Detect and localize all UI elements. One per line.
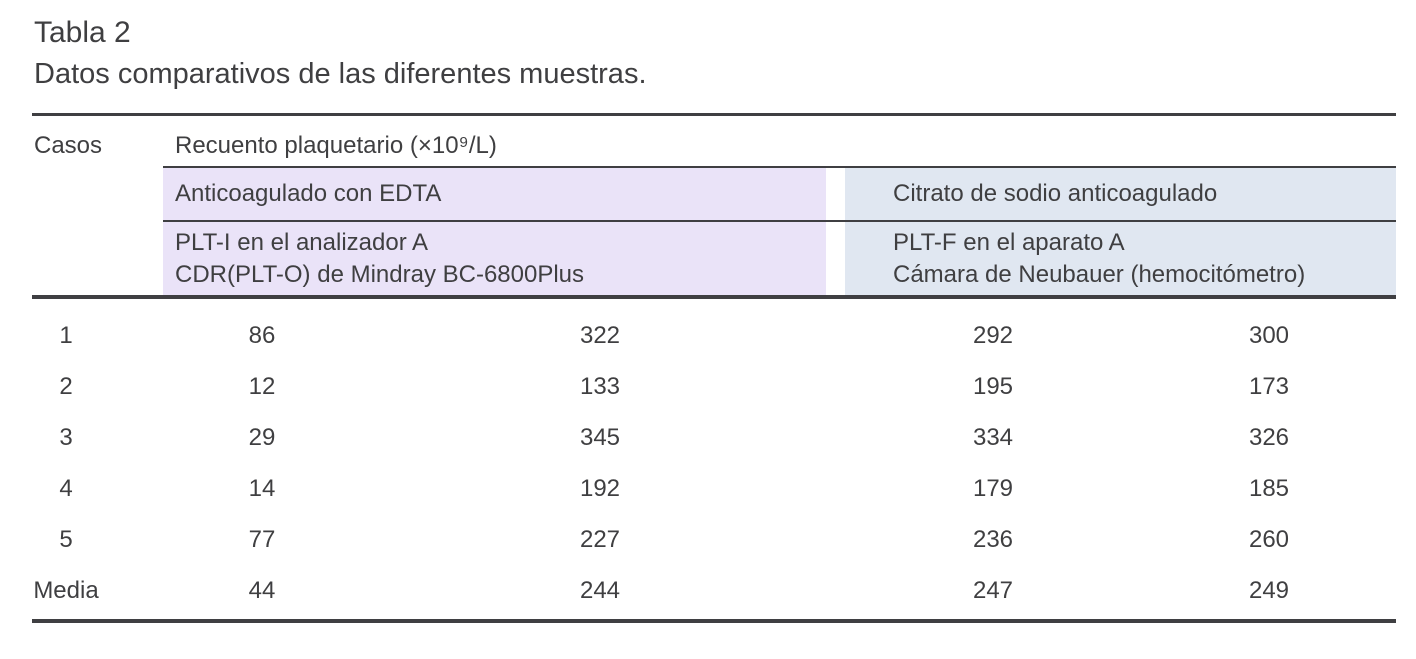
cell-citrato-plt-f: 195	[972, 373, 1014, 400]
table-row-media: Media 44 244 247 249	[0, 565, 1416, 616]
rule-above-data	[32, 295, 1396, 299]
table-row: 1 86 322 292 300	[0, 310, 1416, 361]
cell-edta-plt-i: 29	[248, 424, 276, 451]
table-row: 4 14 192 179 185	[0, 463, 1416, 514]
rule-top	[32, 113, 1396, 116]
table-row: 3 29 345 334 326	[0, 412, 1416, 463]
method-header-citrato: PLT-F en el aparato A Cámara de Neubauer…	[845, 222, 1396, 295]
cell-edta-cdr: 227	[579, 526, 621, 553]
cell-citrato-plt-f: 334	[972, 424, 1014, 451]
table-body: 1 86 322 292 300 2 12 133 195 173 3 29 3…	[0, 310, 1416, 616]
cell-citrato-plt-f: 236	[972, 526, 1014, 553]
cell-edta-plt-i: 86	[248, 322, 276, 349]
cell-edta-cdr: 345	[579, 424, 621, 451]
cell-caso: 2	[59, 373, 73, 400]
cell-caso-media: Media	[33, 577, 99, 604]
cell-caso: 4	[59, 475, 73, 502]
column-header-casos: Casos	[34, 132, 103, 159]
column-header-recuento-plaquetario: Recuento plaquetario (×10⁹/L)	[175, 132, 497, 159]
cell-citrato-plt-f: 179	[972, 475, 1014, 502]
cell-citrato-neubauer: 185	[1248, 475, 1290, 502]
method-header-edta-line2: CDR(PLT-O) de Mindray BC-6800Plus	[175, 261, 585, 288]
cell-caso: 5	[59, 526, 73, 553]
table-row: 2 12 133 195 173	[0, 361, 1416, 412]
method-header-edta: PLT-I en el analizador A CDR(PLT-O) de M…	[163, 222, 826, 295]
cell-citrato-plt-f: 247	[972, 577, 1014, 604]
table-row: 5 77 227 236 260	[0, 514, 1416, 565]
table-caption: Datos comparativos de las diferentes mue…	[34, 58, 647, 90]
cell-citrato-neubauer: 260	[1248, 526, 1290, 553]
group-header-edta-label: Anticoagulado con EDTA	[175, 180, 442, 207]
rule-between-group-rows	[163, 220, 1396, 222]
cell-edta-cdr: 192	[579, 475, 621, 502]
cell-caso: 1	[59, 322, 73, 349]
cell-citrato-plt-f: 292	[972, 322, 1014, 349]
cell-edta-plt-i: 12	[248, 373, 276, 400]
group-header-citrato: Citrato de sodio anticoagulado	[845, 168, 1396, 220]
method-header-edta-line1: PLT-I en el analizador A	[175, 229, 429, 256]
cell-edta-cdr: 133	[579, 373, 621, 400]
group-header-edta: Anticoagulado con EDTA	[163, 168, 826, 220]
cell-edta-cdr: 322	[579, 322, 621, 349]
cell-edta-plt-i: 44	[248, 577, 276, 604]
method-header-citrato-line1: PLT-F en el aparato A	[893, 229, 1125, 256]
cell-caso: 3	[59, 424, 73, 451]
table-title: Tabla 2	[34, 16, 131, 49]
cell-edta-plt-i: 77	[248, 526, 276, 553]
cell-citrato-neubauer: 300	[1248, 322, 1290, 349]
group-header-citrato-label: Citrato de sodio anticoagulado	[893, 180, 1218, 207]
cell-citrato-neubauer: 326	[1248, 424, 1290, 451]
rule-under-recuento	[163, 166, 1396, 168]
method-header-citrato-line2: Cámara de Neubauer (hemocitómetro)	[893, 261, 1306, 288]
cell-citrato-neubauer: 249	[1248, 577, 1290, 604]
cell-citrato-neubauer: 173	[1248, 373, 1290, 400]
rule-bottom	[32, 619, 1396, 623]
cell-edta-plt-i: 14	[248, 475, 276, 502]
cell-edta-cdr: 244	[579, 577, 621, 604]
